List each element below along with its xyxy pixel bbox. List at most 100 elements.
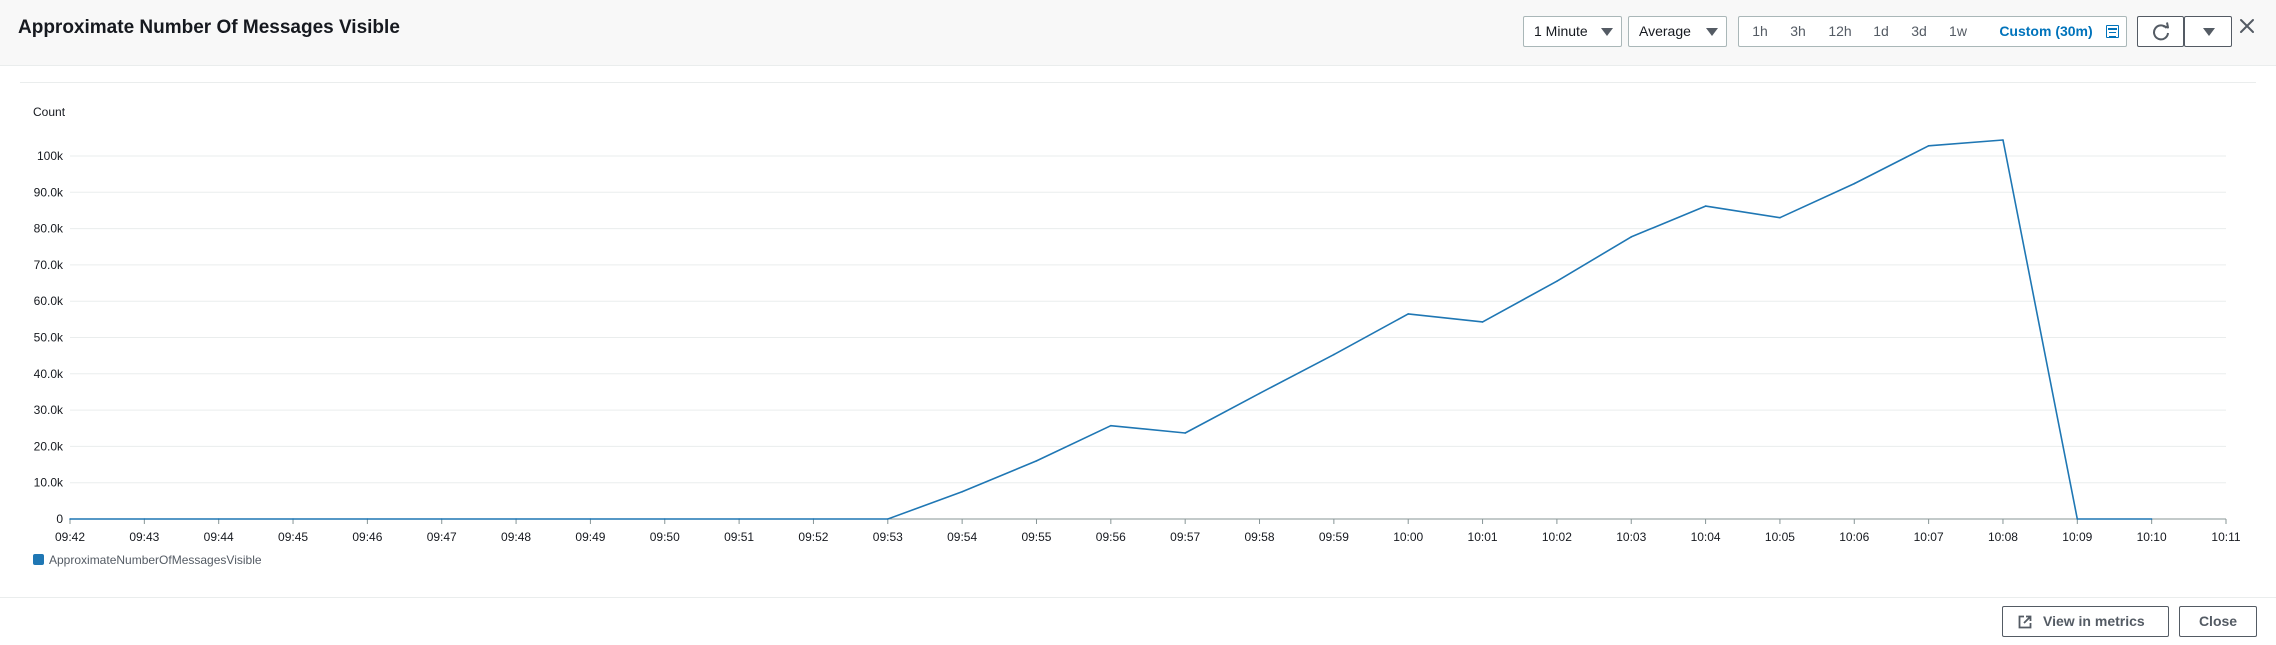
period-select[interactable]: 1 Minute: [1523, 16, 1622, 47]
view-in-metrics-label: View in metrics: [2043, 613, 2145, 629]
y-tick-label: 40.0k: [34, 367, 64, 381]
y-tick-label: 50.0k: [34, 331, 64, 345]
x-tick-label: 10:08: [1988, 530, 2018, 544]
x-tick-label: 10:07: [1914, 530, 1944, 544]
close-button[interactable]: Close: [2179, 606, 2257, 637]
data-point: [589, 518, 592, 520]
x-tick-label: 09:50: [650, 530, 680, 544]
data-point: [1184, 432, 1186, 434]
x-tick-label: 10:11: [2211, 530, 2240, 544]
period-select-value: 1 Minute: [1534, 23, 1588, 39]
range-3d-button[interactable]: 3d: [1911, 23, 1927, 39]
range-1h-button[interactable]: 1h: [1752, 23, 1768, 39]
x-tick-label: 09:51: [724, 530, 754, 544]
x-tick-label: 10:10: [2137, 530, 2167, 544]
page-title: Approximate Number Of Messages Visible: [18, 17, 400, 38]
y-tick-label: 20.0k: [34, 439, 64, 453]
x-tick-label: 10:04: [1691, 530, 1721, 544]
x-tick-label: 09:56: [1096, 530, 1126, 544]
data-point: [1481, 321, 1484, 323]
y-tick-label: 0: [56, 512, 63, 526]
data-point: [366, 518, 369, 520]
data-point: [1258, 392, 1261, 395]
refresh-options-dropdown[interactable]: [2184, 16, 2232, 47]
data-point: [663, 518, 666, 520]
x-tick-label: 09:54: [947, 530, 977, 544]
custom-range-button[interactable]: Custom (30m): [1999, 23, 2093, 39]
data-point: [217, 518, 220, 520]
x-tick-label: 09:46: [352, 530, 382, 544]
range-3h-button[interactable]: 3h: [1790, 23, 1806, 39]
data-point: [292, 518, 294, 520]
data-point: [1556, 280, 1558, 283]
close-icon[interactable]: [2236, 15, 2258, 37]
data-point: [2076, 518, 2079, 520]
footer-divider: [0, 597, 2276, 598]
x-axis-ticks: 09:42 09:43 09:44 09:45 09:46 09:47 09:48 09:49…: [55, 519, 2241, 544]
legend-label: ApproximateNumberOfMessagesVisible: [49, 553, 262, 567]
data-point: [1110, 424, 1112, 427]
calendar-icon[interactable]: [2106, 25, 2119, 38]
range-12h-button[interactable]: 12h: [1828, 23, 1852, 39]
x-tick-label: 09:42: [55, 530, 85, 544]
y-axis-ticks: 0 10.0k 20.0k 30.0k 40.0k 50.0k 60.0k 70.0k 80.0…: [34, 149, 64, 526]
x-tick-label: 09:43: [129, 530, 159, 544]
data-point: [1407, 313, 1410, 315]
data-point: [738, 518, 740, 520]
external-link-icon: [2018, 615, 2032, 629]
range-1d-button[interactable]: 1d: [1873, 23, 1889, 39]
x-tick-label: 09:48: [501, 530, 531, 544]
time-range-selector: 1h 3h 12h 1d 3d 1w Custom (30m): [1738, 16, 2127, 47]
data-point: [2002, 139, 2004, 141]
legend-swatch: [33, 554, 44, 565]
chevron-down-icon: [1706, 28, 1718, 36]
data-point: [1779, 216, 1781, 219]
x-tick-label: 09:52: [798, 530, 828, 544]
x-tick-label: 10:01: [1468, 530, 1498, 544]
series-lines: [69, 139, 2153, 520]
data-point: [69, 518, 71, 520]
x-tick-label: 09:58: [1245, 530, 1275, 544]
view-in-metrics-button[interactable]: View in metrics: [2002, 606, 2169, 637]
dialog-header: Approximate Number Of Messages Visible 1…: [0, 0, 2276, 66]
x-tick-label: 09:59: [1319, 530, 1349, 544]
y-tick-label: 90.0k: [34, 185, 64, 199]
statistic-select-value: Average: [1639, 23, 1691, 39]
y-tick-label: 10.0k: [34, 476, 64, 490]
data-point: [1927, 145, 1930, 147]
range-1w-button[interactable]: 1w: [1949, 23, 1967, 39]
x-tick-label: 09:49: [575, 530, 605, 544]
y-tick-label: 70.0k: [34, 258, 64, 272]
data-point: [812, 518, 815, 520]
data-point: [961, 490, 963, 493]
x-tick-label: 10:02: [1542, 530, 1572, 544]
data-point: [515, 518, 517, 520]
x-tick-label: 09:57: [1170, 530, 1200, 544]
series-line: [70, 139, 2152, 520]
x-tick-label: 10:09: [2062, 530, 2092, 544]
x-tick-label: 09:44: [204, 530, 234, 544]
data-point: [1035, 460, 1038, 462]
header-divider: [20, 82, 2256, 83]
refresh-icon: [2153, 22, 2169, 41]
x-tick-label: 10:03: [1616, 530, 1646, 544]
x-tick-label: 09:55: [1021, 530, 1051, 544]
data-point: [1333, 353, 1335, 356]
data-point: [143, 518, 146, 520]
data-point: [1704, 205, 1707, 207]
refresh-button[interactable]: [2137, 16, 2184, 47]
data-point: [1853, 182, 1856, 185]
statistic-select[interactable]: Average: [1628, 16, 1727, 47]
y-tick-label: 80.0k: [34, 222, 64, 236]
x-tick-label: 09:47: [427, 530, 457, 544]
x-tick-label: 09:53: [873, 530, 903, 544]
y-tick-label: 60.0k: [34, 294, 64, 308]
y-tick-label: 100k: [37, 149, 64, 163]
data-point: [440, 518, 443, 520]
chevron-down-icon: [1601, 28, 1613, 36]
x-tick-label: 10:00: [1393, 530, 1423, 544]
data-point: [1630, 236, 1633, 238]
data-point: [886, 518, 889, 520]
gridlines: [70, 155, 2226, 520]
